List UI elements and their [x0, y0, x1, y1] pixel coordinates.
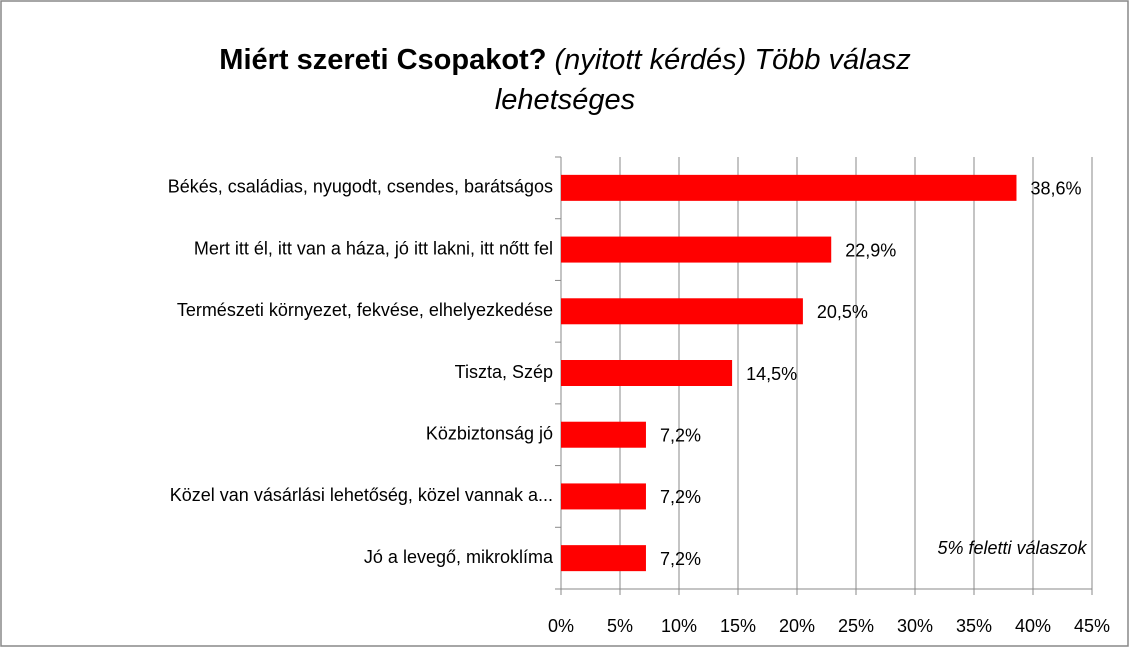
- x-tick-label: 45%: [1074, 616, 1110, 636]
- x-tick-label: 0%: [548, 616, 574, 636]
- x-tick-label: 5%: [607, 616, 633, 636]
- bar: [561, 236, 832, 263]
- y-tick-label: Jó a levegő, mikroklíma: [364, 547, 554, 567]
- y-tick-label: Békés, családias, nyugodt, csendes, bará…: [168, 177, 553, 197]
- value-label: 14,5%: [746, 364, 797, 384]
- value-label: 7,2%: [660, 487, 701, 507]
- x-tick-label: 25%: [838, 616, 874, 636]
- chart-subtitle: (nyitott kérdés) Több válasz lehetséges: [494, 44, 911, 116]
- annotation: 5% feletti válaszok: [937, 538, 1087, 558]
- bar: [561, 483, 646, 510]
- x-tick-label: 35%: [956, 616, 992, 636]
- value-label: 38,6%: [1030, 179, 1081, 199]
- chart-title: Miért szereti Csopakot?: [219, 44, 547, 76]
- y-tick-label: Tiszta, Szép: [455, 362, 553, 382]
- value-label: 20,5%: [817, 302, 868, 322]
- value-label: 7,2%: [660, 425, 701, 445]
- x-tick-label: 40%: [1015, 616, 1051, 636]
- value-label: 22,9%: [845, 240, 896, 260]
- x-tick-label: 20%: [779, 616, 815, 636]
- value-label: 7,2%: [660, 549, 701, 569]
- y-tick-label: Természeti környezet, fekvése, elhelyezk…: [177, 300, 553, 320]
- title-block: Miért szereti Csopakot? (nyitott kérdés)…: [175, 40, 955, 120]
- x-tick-label: 15%: [720, 616, 756, 636]
- y-tick-label: Közbiztonság jó: [426, 423, 553, 443]
- y-tick-label: Közel van vásárlási lehetőség, közel van…: [170, 485, 553, 505]
- x-tick-label: 10%: [661, 616, 697, 636]
- bar: [561, 174, 1017, 201]
- bar: [561, 545, 646, 572]
- bar: [561, 421, 646, 448]
- bar: [561, 360, 733, 386]
- y-tick-label: Mert itt él, itt van a háza, jó itt lakn…: [194, 238, 553, 258]
- x-tick-label: 30%: [897, 616, 933, 636]
- bar: [561, 298, 803, 325]
